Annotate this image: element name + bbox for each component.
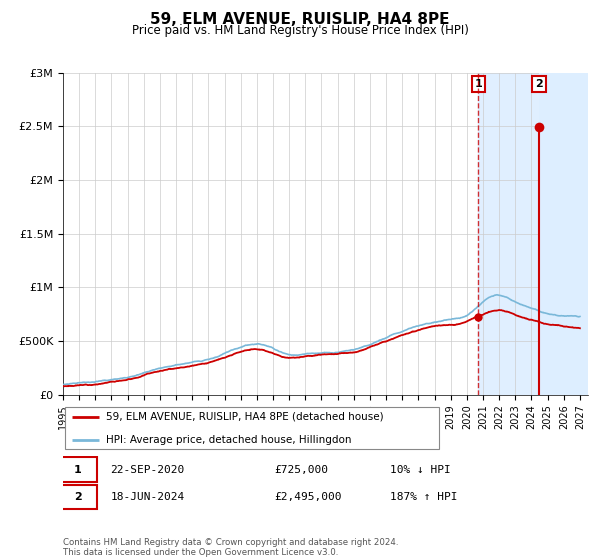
Text: 59, ELM AVENUE, RUISLIP, HA4 8PE: 59, ELM AVENUE, RUISLIP, HA4 8PE bbox=[150, 12, 450, 27]
FancyBboxPatch shape bbox=[58, 485, 97, 509]
FancyBboxPatch shape bbox=[58, 458, 97, 482]
Text: 18-JUN-2024: 18-JUN-2024 bbox=[110, 492, 185, 502]
Text: £2,495,000: £2,495,000 bbox=[274, 492, 342, 502]
Bar bbox=[478, 73, 588, 395]
Text: 59, ELM AVENUE, RUISLIP, HA4 8PE (detached house): 59, ELM AVENUE, RUISLIP, HA4 8PE (detach… bbox=[106, 412, 384, 422]
Text: £725,000: £725,000 bbox=[274, 465, 328, 474]
FancyBboxPatch shape bbox=[65, 407, 439, 449]
Text: Contains HM Land Registry data © Crown copyright and database right 2024.
This d: Contains HM Land Registry data © Crown c… bbox=[63, 538, 398, 557]
Text: Price paid vs. HM Land Registry's House Price Index (HPI): Price paid vs. HM Land Registry's House … bbox=[131, 24, 469, 37]
Text: 1: 1 bbox=[74, 465, 82, 474]
Text: 22-SEP-2020: 22-SEP-2020 bbox=[110, 465, 185, 474]
Bar bbox=[539, 73, 588, 395]
Text: 10% ↓ HPI: 10% ↓ HPI bbox=[391, 465, 451, 474]
Text: 2: 2 bbox=[535, 79, 543, 89]
Text: 2: 2 bbox=[74, 492, 82, 502]
Text: 187% ↑ HPI: 187% ↑ HPI bbox=[391, 492, 458, 502]
Text: HPI: Average price, detached house, Hillingdon: HPI: Average price, detached house, Hill… bbox=[106, 435, 352, 445]
Text: 1: 1 bbox=[475, 79, 482, 89]
